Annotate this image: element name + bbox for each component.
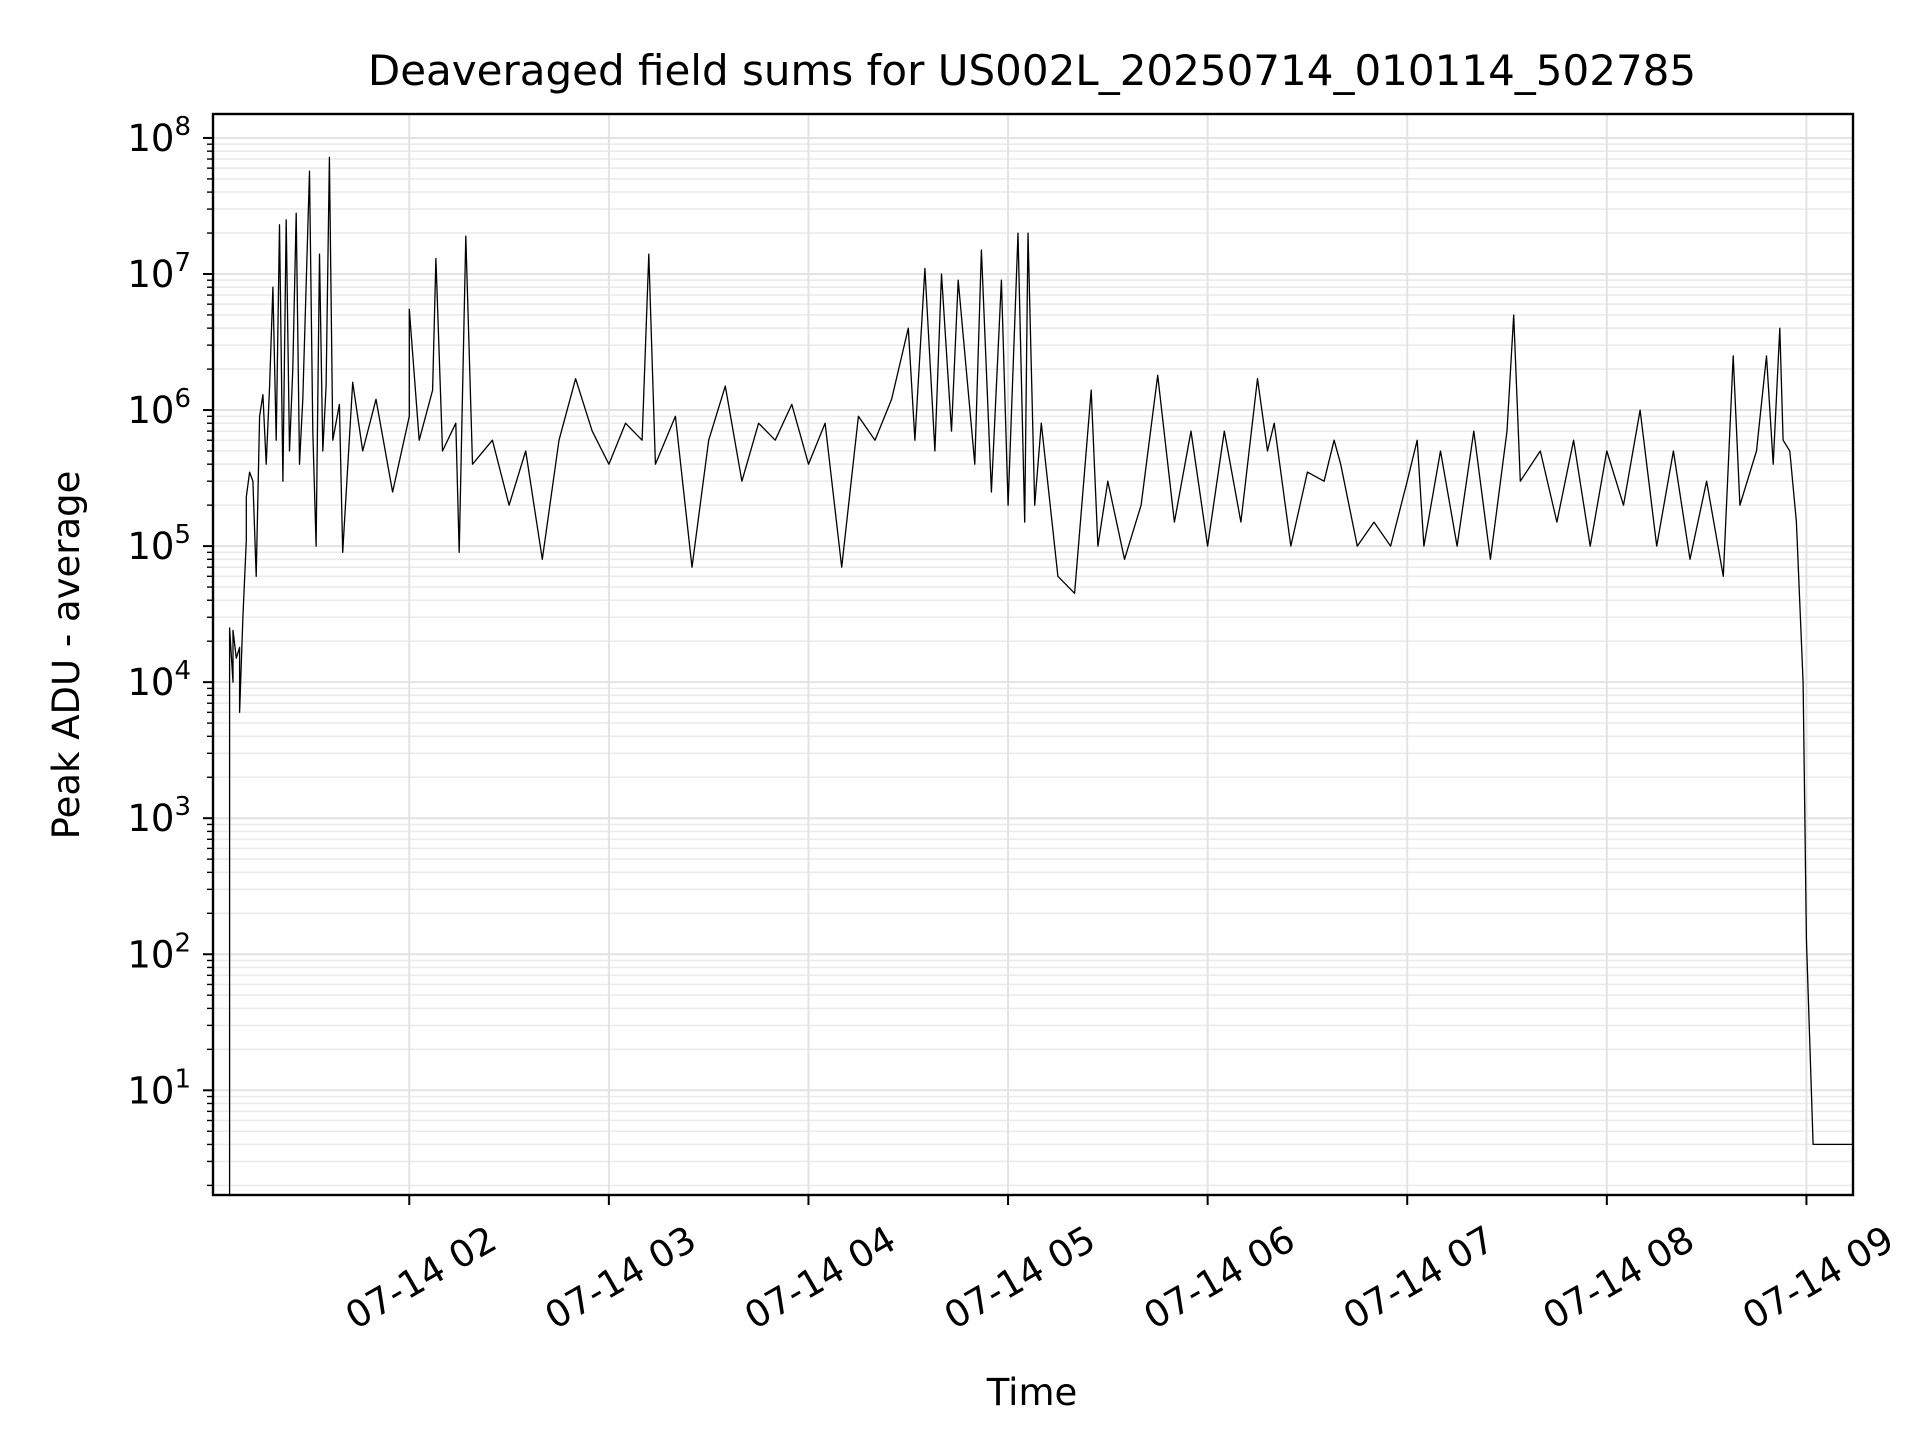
- y-tick-label: 108: [127, 112, 191, 160]
- y-tick-label: 101: [127, 1064, 191, 1112]
- plot-frame: [211, 112, 1855, 1197]
- y-tick-label: 104: [127, 656, 191, 704]
- y-axis-label: Peak ADU - average: [45, 471, 88, 840]
- grid: [213, 114, 1853, 1195]
- y-axis: 101 102 103 104 105 106 107 108: [127, 112, 213, 1187]
- y-tick-label: 103: [127, 792, 191, 840]
- series-layer: [228, 156, 1853, 1195]
- y-tick-label: 107: [127, 248, 191, 296]
- y-tick-label: 106: [127, 384, 191, 432]
- series-line: [228, 156, 1853, 1195]
- chart-title: Deaveraged field sums for US002L_2025071…: [368, 46, 1696, 95]
- y-tick-label: 102: [127, 928, 191, 976]
- x-axis-label: Time: [986, 1371, 1078, 1414]
- y-tick-label: 105: [127, 520, 191, 568]
